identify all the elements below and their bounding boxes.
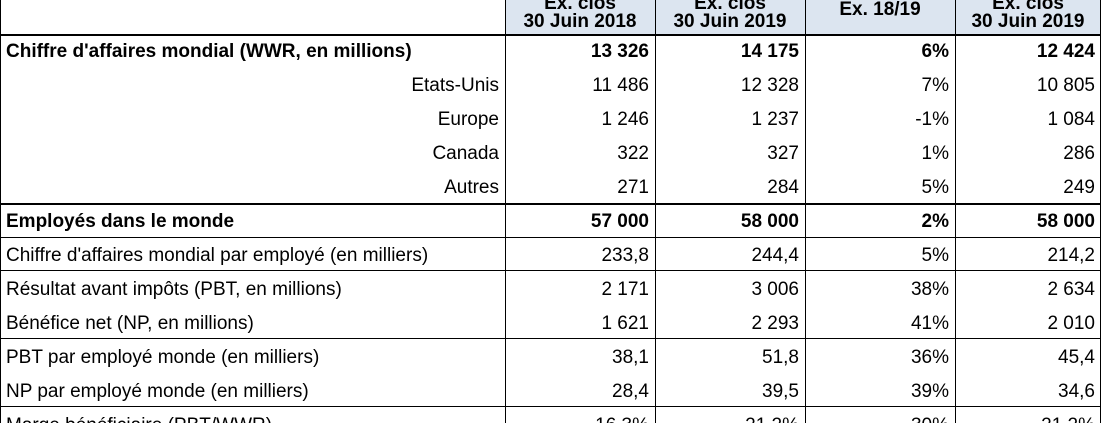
value-cell: 45,4 (1058, 347, 1095, 368)
row-label: Marge bénéficiaire (PBT/WWR) (0, 409, 505, 423)
column-header: Ex. clos 30 Juin 2019 (655, 0, 805, 35)
row-label: Autres (444, 177, 499, 198)
value-cell: 3 006 (751, 279, 799, 300)
header-line: Ex. clos (694, 0, 766, 14)
value-cell: 11 486 (592, 75, 649, 96)
header-line: 30 Juin 2019 (971, 11, 1085, 32)
row-label: Chiffre d'affaires mondial (WWR, en mill… (6, 41, 412, 62)
value-cell: 244,4 (751, 245, 799, 266)
row-border (0, 270, 1101, 271)
header-line: Ex. clos (992, 0, 1064, 14)
row-label: Europe (437, 109, 499, 130)
row-label: Chiffre d'affaires mondial par employé (… (6, 245, 429, 266)
value-cell: 28,4 (612, 381, 649, 402)
row-border (0, 406, 1101, 407)
value-cell: 214,2 (1047, 245, 1095, 266)
row-label: PBT par employé monde (en milliers) (6, 347, 320, 368)
column-border (955, 0, 956, 423)
row-border (0, 338, 1101, 339)
row-border (0, 203, 1101, 205)
row-border (0, 34, 1101, 36)
column-header: Ex. clos 30 Juin 2019 (955, 0, 1101, 35)
value-cell: 5% (921, 245, 949, 266)
value-cell: 284 (767, 177, 799, 198)
column-border (655, 0, 656, 423)
column-border (505, 0, 506, 423)
column-header: Ex. clos 30 Juin 2018 (505, 0, 655, 35)
value-cell: 36% (910, 347, 949, 368)
row-label: Résultat avant impôts (PBT, en millions) (6, 279, 342, 300)
value-cell: 286 (1063, 143, 1095, 164)
value-cell: -1% (915, 109, 949, 130)
value-cell: 58 000 (1036, 211, 1095, 232)
value-cell: 2 171 (601, 279, 649, 300)
value-cell: 34,6 (1058, 381, 1095, 402)
value-cell: 12 424 (1036, 41, 1095, 62)
value-cell: 2 293 (751, 313, 799, 334)
value-cell: 1 621 (601, 313, 649, 334)
row-label: Etats-Unis (411, 75, 499, 96)
value-cell: 5% (921, 177, 949, 198)
value-cell: 271 (617, 177, 649, 198)
value-cell: 51,8 (762, 347, 799, 368)
header-line: 30 Juin 2019 (673, 11, 787, 32)
row-border (0, 237, 1101, 238)
value-cell: 249 (1063, 177, 1095, 198)
row-label: NP par employé monde (en milliers) (6, 381, 309, 402)
value-cell: 41% (910, 313, 949, 334)
value-cell: 327 (767, 143, 799, 164)
value-cell: 233,8 (601, 245, 649, 266)
value-cell: 1 246 (601, 109, 649, 130)
value-cell: 7% (921, 75, 949, 96)
value-cell: 21,2% (655, 409, 805, 423)
value-cell: 16,3% (505, 409, 655, 423)
value-cell: 1 084 (1047, 109, 1095, 130)
value-cell: 39% (910, 381, 949, 402)
value-cell: 57 000 (590, 211, 649, 232)
value-cell: 39,5 (762, 381, 799, 402)
value-cell: 38,1 (612, 347, 649, 368)
value-cell: 13 326 (590, 41, 649, 62)
header-line: Ex. 18/19 (839, 0, 921, 20)
column-border (805, 0, 806, 423)
value-cell: 1% (921, 143, 949, 164)
value-cell: 6% (921, 41, 949, 62)
value-cell: 14 175 (740, 41, 799, 62)
value-cell: 12 328 (740, 75, 799, 96)
row-label: Canada (432, 143, 499, 164)
value-cell: 21,2% (955, 409, 1101, 423)
value-cell: 58 000 (740, 211, 799, 232)
column-border (0, 0, 1, 423)
header-line: 30 Juin 2018 (523, 11, 637, 32)
column-header: Ex. 18/19 (805, 0, 955, 35)
value-cell: 2% (921, 211, 949, 232)
value-cell: 1 237 (751, 109, 799, 130)
value-cell: 2 634 (1047, 279, 1095, 300)
row-label: Bénéfice net (NP, en millions) (6, 313, 254, 334)
value-cell: 322 (617, 143, 649, 164)
header-line: Ex. clos (544, 0, 616, 14)
value-cell: 30% (805, 409, 955, 423)
row-label: Employés dans le monde (6, 211, 235, 232)
value-cell: 38% (910, 279, 949, 300)
value-cell: 2 010 (1047, 313, 1095, 334)
value-cell: 10 805 (1036, 75, 1095, 96)
